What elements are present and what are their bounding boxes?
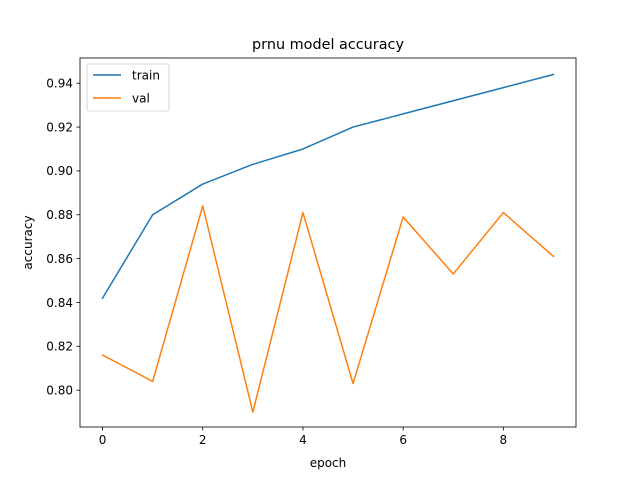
y-axis-ticks: 0.80 0.82 0.84 0.86 0.88 0.90 0.92 0.94 [46,77,80,397]
y-tick-label: 0.88 [46,208,73,222]
series-line-train [101,73,555,300]
y-tick-label: 0.82 [46,340,73,354]
x-tick-label: 2 [199,433,207,447]
legend-label-train: train [132,69,160,83]
y-tick-label: 0.80 [46,383,73,397]
series-line-val [101,205,555,413]
x-tick-label: 6 [399,433,407,447]
series-layer [101,73,555,413]
x-axis-label: epoch [310,456,347,470]
x-tick-label: 4 [299,433,307,447]
y-tick-label: 0.86 [46,252,73,266]
y-tick-label: 0.84 [46,296,73,310]
x-axis-ticks: 0 2 4 6 8 [99,427,507,447]
legend: train val [86,63,170,112]
legend-label-val: val [132,92,150,106]
x-tick-label: 8 [500,433,508,447]
y-axis-label: accuracy [21,215,35,269]
y-tick-label: 0.90 [46,164,73,178]
y-tick-label: 0.94 [46,77,73,91]
y-tick-label: 0.92 [46,120,73,134]
chart-title: prnu model accuracy [252,37,404,53]
plot-frame [79,57,577,428]
x-tick-label: 0 [99,433,107,447]
